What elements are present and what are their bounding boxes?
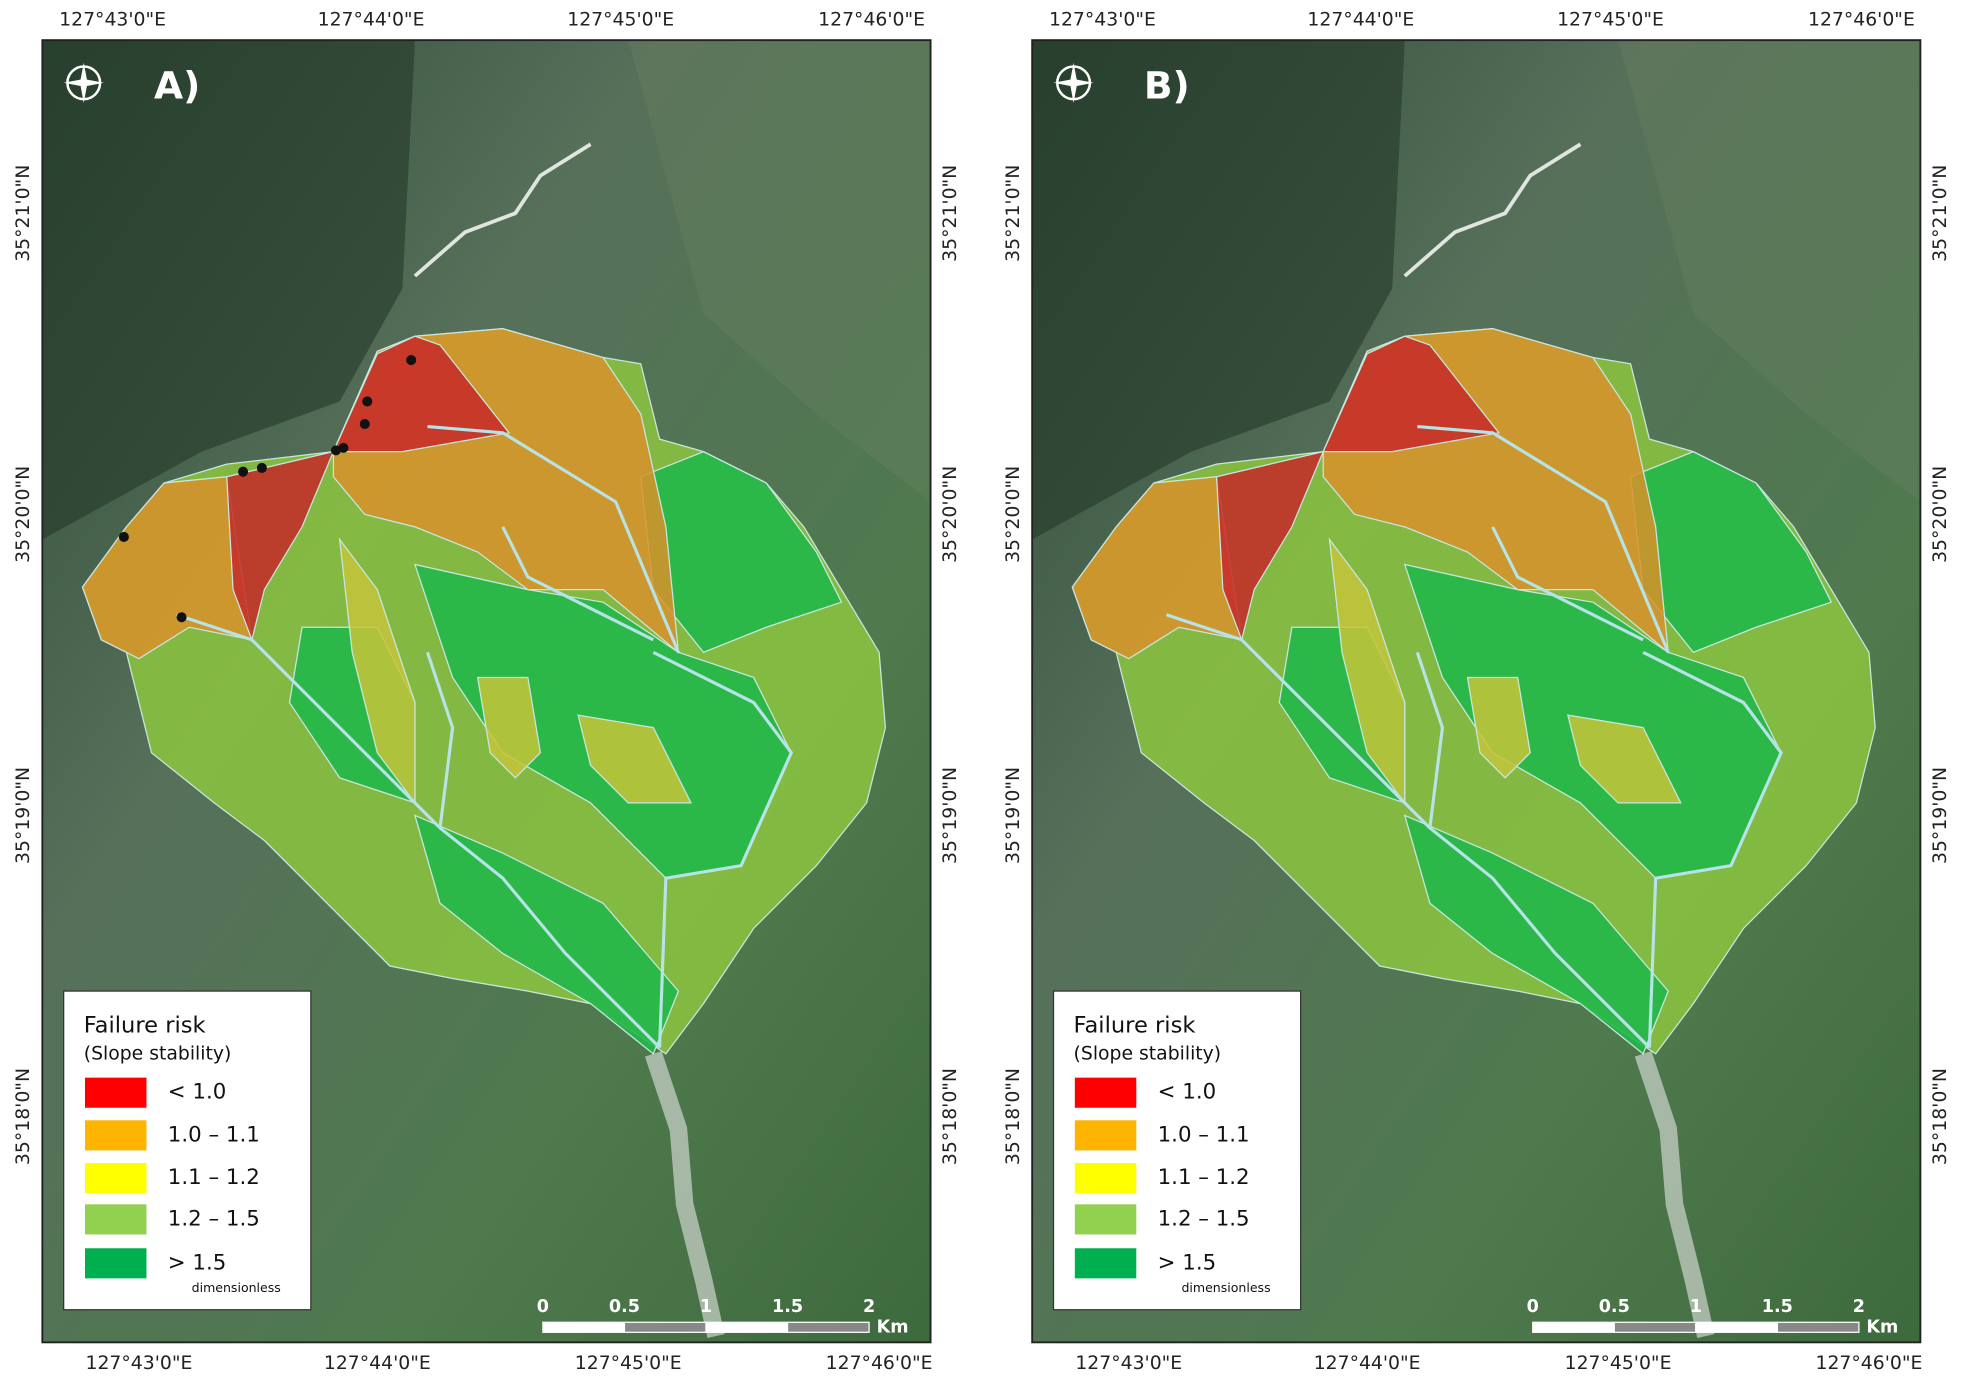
legend-swatch [85, 1120, 147, 1151]
legend-label: < 1.0 [168, 1080, 227, 1105]
left-coordinate: 35°18'0"N [13, 1068, 34, 1165]
scale-segment [1532, 1321, 1615, 1333]
legend-unit: dimensionless [192, 1280, 281, 1295]
right-coordinate: 35°19'0"N [1930, 767, 1951, 864]
legend-swatch [1074, 1162, 1137, 1194]
top-coordinate: 127°46'0"E [1808, 10, 1915, 31]
left-coordinate: 35°20'0"N [1003, 466, 1024, 563]
scale-segment [542, 1321, 626, 1333]
scale-segment [1613, 1321, 1697, 1333]
scale-segment [786, 1321, 870, 1333]
legend-title: Failure risk [1074, 1013, 1197, 1039]
bottom-coordinate: 127°44'0"E [1314, 1353, 1421, 1374]
bottom-coordinate: 127°46'0"E [826, 1353, 933, 1374]
legend-swatch [85, 1248, 147, 1279]
landslide-point [256, 462, 267, 473]
legend-swatch [85, 1162, 147, 1194]
top-coordinate: 127°45'0"E [1557, 10, 1664, 31]
legend-swatch [85, 1204, 147, 1235]
right-coordinate: 35°18'0"N [940, 1068, 961, 1165]
left-coordinate: 35°21'0"N [1003, 165, 1024, 262]
landslide-point [406, 355, 417, 366]
scale-label: 0 [1527, 1297, 1539, 1317]
landslide-points [118, 355, 417, 623]
scale-segment [705, 1321, 789, 1333]
legend-label: < 1.0 [1158, 1080, 1217, 1105]
left-coordinate: 35°19'0"N [1003, 767, 1024, 864]
bottom-coordinate: 127°44'0"E [324, 1353, 431, 1374]
right-coordinate: 35°21'0"N [1930, 165, 1951, 262]
legend-swatch [1074, 1120, 1137, 1151]
left-coordinate: 35°20'0"N [13, 466, 34, 563]
scale-label: 0.5 [609, 1297, 640, 1317]
bottom-coordinate: 127°45'0"E [1565, 1353, 1672, 1374]
legend-label: > 1.5 [1158, 1250, 1217, 1275]
top-coordinate: 127°45'0"E [567, 10, 674, 31]
scale-segment [1776, 1321, 1860, 1333]
landslide-point [118, 531, 129, 542]
landslide-point [238, 466, 249, 477]
scale-label: 1.5 [1762, 1297, 1793, 1317]
legend-subtitle: (Slope stability) [1074, 1043, 1222, 1064]
legend-label: 1.0 – 1.1 [168, 1122, 260, 1147]
bottom-coordinate: 127°43'0"E [1075, 1353, 1182, 1374]
landslide-point [362, 396, 373, 407]
legend-label: 1.2 – 1.5 [1158, 1206, 1250, 1231]
legend-label: 1.1 – 1.2 [1158, 1165, 1250, 1190]
bottom-coordinate: 127°45'0"E [575, 1353, 682, 1374]
scale-label: 2 [1853, 1297, 1865, 1317]
legend-swatch [1074, 1204, 1137, 1235]
scale-segment [1695, 1321, 1778, 1333]
legend-subtitle: (Slope stability) [84, 1043, 232, 1064]
scale-label: 0.5 [1599, 1297, 1630, 1317]
scale-label: 0 [537, 1297, 549, 1317]
legend-label: 1.1 – 1.2 [168, 1165, 260, 1190]
left-coordinate: 35°21'0"N [13, 165, 34, 262]
legend-label: 1.0 – 1.1 [1158, 1122, 1250, 1147]
left-coordinate: 35°19'0"N [13, 767, 34, 864]
legend-swatch [1074, 1248, 1137, 1279]
left-coordinate: 35°18'0"N [1003, 1068, 1024, 1165]
scale-label: 1.5 [772, 1297, 803, 1317]
legend-title: Failure risk [84, 1013, 207, 1039]
top-coordinate: 127°44'0"E [1307, 10, 1414, 31]
right-coordinate: 35°20'0"N [1930, 466, 1951, 563]
scale-segment [623, 1321, 707, 1333]
top-coordinate: 127°43'0"E [1049, 10, 1156, 31]
scale-unit: Km [1866, 1317, 1898, 1337]
scale-label: 1 [1690, 1297, 1702, 1317]
top-coordinate: 127°44'0"E [318, 10, 425, 31]
scale-label: 2 [863, 1297, 875, 1317]
right-coordinate: 35°19'0"N [940, 767, 961, 864]
panel-label: A) [154, 63, 200, 107]
scale-label: 1 [700, 1297, 712, 1317]
panel-label: B) [1144, 63, 1190, 107]
bottom-coordinate: 127°46'0"E [1816, 1353, 1923, 1374]
right-coordinate: 35°20'0"N [940, 466, 961, 563]
legend-label: 1.2 – 1.5 [168, 1206, 260, 1231]
legend-unit: dimensionless [1181, 1280, 1270, 1295]
landslide-point [359, 419, 370, 430]
legend-label: > 1.5 [168, 1250, 227, 1275]
top-coordinate: 127°46'0"E [818, 10, 925, 31]
landslide-point [176, 612, 187, 623]
top-coordinate: 127°43'0"E [59, 10, 166, 31]
bottom-coordinate: 127°43'0"E [86, 1353, 193, 1374]
right-coordinate: 35°18'0"N [1930, 1068, 1951, 1165]
landslide-point [330, 445, 341, 456]
right-coordinate: 35°21'0"N [940, 165, 961, 262]
legend-swatch [1074, 1077, 1137, 1108]
scale-unit: Km [877, 1317, 909, 1337]
legend-swatch [85, 1077, 147, 1108]
